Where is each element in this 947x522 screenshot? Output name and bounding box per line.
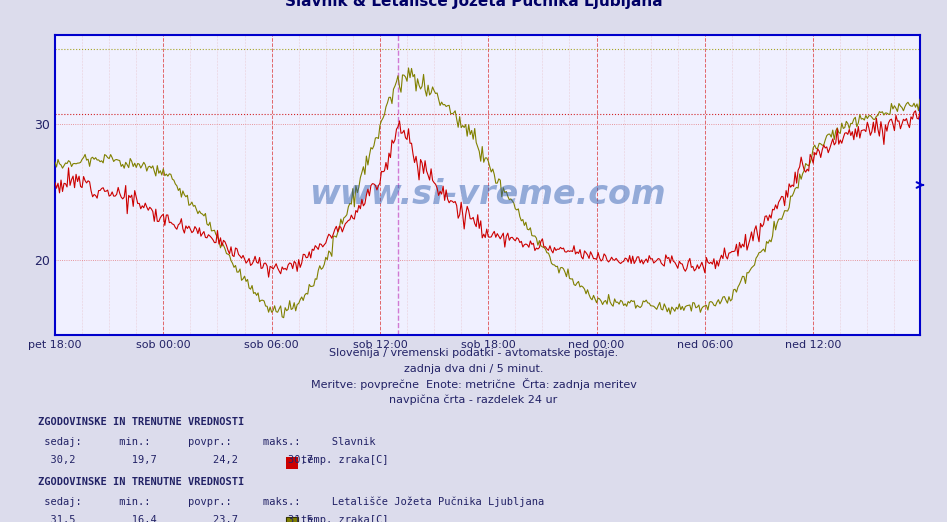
Text: Slovenija / vremenski podatki - avtomatske postaje.: Slovenija / vremenski podatki - avtomats…	[329, 348, 618, 358]
Text: Slavnik & Letališče Jožeta Pučnika Ljubljana: Slavnik & Letališče Jožeta Pučnika Ljubl…	[285, 0, 662, 9]
Text: zadnja dva dni / 5 minut.: zadnja dva dni / 5 minut.	[403, 364, 544, 374]
Text: Meritve: povprečne  Enote: metrične  Črta: zadnja meritev: Meritve: povprečne Enote: metrične Črta:…	[311, 377, 636, 389]
Text: 31,5         16,4         23,7        31,5: 31,5 16,4 23,7 31,5	[38, 515, 313, 522]
Text: temp. zraka[C]: temp. zraka[C]	[301, 515, 388, 522]
Text: sedaj:      min.:      povpr.:     maks.:     Slavnik: sedaj: min.: povpr.: maks.: Slavnik	[38, 437, 375, 447]
Text: ZGODOVINSKE IN TRENUTNE VREDNOSTI: ZGODOVINSKE IN TRENUTNE VREDNOSTI	[38, 477, 244, 488]
Text: ZGODOVINSKE IN TRENUTNE VREDNOSTI: ZGODOVINSKE IN TRENUTNE VREDNOSTI	[38, 417, 244, 428]
Text: sedaj:      min.:      povpr.:     maks.:     Letališče Jožeta Pučnika Ljubljana: sedaj: min.: povpr.: maks.: Letališče Jo…	[38, 496, 545, 507]
Text: www.si-vreme.com: www.si-vreme.com	[309, 177, 666, 210]
Text: 30,2         19,7         24,2        30,7: 30,2 19,7 24,2 30,7	[38, 455, 313, 465]
Text: navpična črta - razdelek 24 ur: navpična črta - razdelek 24 ur	[389, 395, 558, 406]
Text: temp. zraka[C]: temp. zraka[C]	[301, 455, 388, 466]
